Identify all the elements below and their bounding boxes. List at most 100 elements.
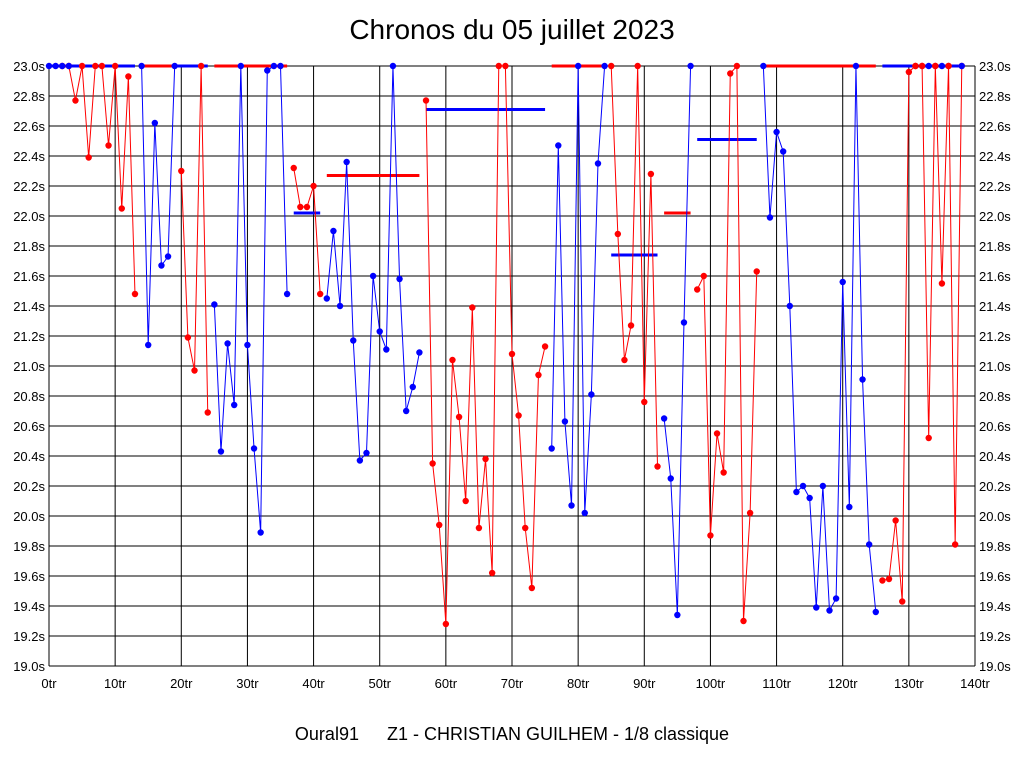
data-point [601, 62, 608, 70]
x-tick-label: 0tr [41, 676, 57, 691]
x-tick-label: 40tr [302, 676, 325, 691]
data-point [740, 617, 747, 625]
data-point [442, 620, 450, 628]
data-point [264, 67, 271, 74]
data-point [634, 62, 641, 70]
top-marker-point [925, 62, 932, 70]
data-point [72, 97, 79, 104]
y-tick-label-right: 22.4s [979, 149, 1011, 164]
data-point [376, 328, 383, 335]
data-point [806, 494, 813, 502]
y-tick-label-right: 19.4s [979, 599, 1011, 614]
series-layer [45, 62, 965, 628]
y-tick-label-right: 20.2s [979, 479, 1011, 494]
series-line [326, 65, 420, 462]
data-point [826, 607, 833, 614]
y-tick-label-left: 19.0s [13, 659, 45, 674]
data-point [535, 371, 542, 379]
data-point [885, 575, 893, 583]
x-tick-label: 10tr [104, 676, 127, 691]
data-point [700, 272, 708, 280]
series-line [663, 65, 692, 616]
x-tick-label: 120tr [828, 676, 858, 691]
data-point [786, 302, 793, 310]
y-tick-label-left: 20.0s [13, 509, 45, 524]
data-point [283, 290, 291, 298]
y-tick-label-right: 22.8s [979, 89, 1011, 104]
data-point [502, 62, 509, 70]
data-point [383, 346, 390, 353]
y-tick-label-right: 20.0s [979, 509, 1011, 524]
y-tick-label-left: 21.0s [13, 359, 45, 374]
data-point [555, 142, 562, 149]
y-tick-label-left: 21.4s [13, 299, 45, 314]
data-point [753, 268, 760, 275]
x-tick-label: 130tr [894, 676, 924, 691]
y-tick-label-right: 21.0s [979, 359, 1011, 374]
data-point [396, 275, 403, 283]
data-point [475, 524, 483, 532]
data-point [819, 482, 827, 490]
data-point [773, 128, 780, 136]
data-point [872, 608, 879, 616]
data-point [330, 227, 337, 235]
data-point [158, 262, 165, 269]
top-marker-point [52, 62, 59, 70]
data-point [416, 349, 423, 356]
data-point [343, 158, 350, 166]
y-tick-label-left: 21.6s [13, 269, 45, 284]
y-tick-label-left: 19.4s [13, 599, 45, 614]
series-line [425, 65, 546, 625]
data-point [627, 322, 635, 329]
chart-footer: Oural91 Z1 - CHRISTIAN GUILHEM - 1/8 clas… [0, 724, 1024, 745]
y-tick-label-right: 19.2s [979, 629, 1011, 644]
top-marker-point [59, 62, 66, 70]
y-tick-label-left: 22.6s [13, 119, 45, 134]
data-point [608, 62, 615, 70]
data-point [436, 521, 443, 529]
pilot-info: Z1 - CHRISTIAN GUILHEM - 1/8 classique [386, 724, 730, 744]
data-point [310, 182, 317, 190]
data-point [899, 598, 906, 605]
data-point [680, 319, 688, 326]
data-point [588, 391, 595, 398]
x-tick-label: 90tr [633, 676, 656, 691]
data-point [766, 214, 774, 221]
data-point [667, 475, 674, 482]
y-tick-label-right: 19.0s [979, 659, 1011, 674]
y-tick-label-right: 21.4s [979, 299, 1011, 314]
x-tick-label: 30tr [236, 676, 259, 691]
data-point [250, 445, 258, 452]
data-point [369, 272, 377, 280]
data-point [660, 415, 668, 422]
data-point [859, 376, 866, 383]
data-point [85, 154, 92, 161]
data-point [323, 295, 330, 302]
data-point [508, 350, 516, 358]
data-point [694, 286, 701, 293]
data-point [409, 383, 416, 391]
top-marker-point [65, 62, 73, 70]
data-point [720, 469, 727, 476]
data-point [449, 356, 456, 364]
data-point [316, 290, 324, 298]
y-tick-label-right: 22.2s [979, 179, 1011, 194]
data-point [488, 569, 496, 577]
y-tick-label-right: 20.6s [979, 419, 1011, 434]
data-point [813, 604, 820, 611]
y-tick-label-left: 21.8s [13, 239, 45, 254]
data-point [125, 73, 132, 80]
data-point [746, 509, 754, 517]
data-point [118, 205, 125, 212]
data-point [197, 62, 205, 70]
data-point [350, 337, 357, 344]
top-marker-point [938, 62, 946, 70]
y-tick-label-right: 22.6s [979, 119, 1011, 134]
data-point [151, 119, 159, 127]
y-tick-label-right: 20.4s [979, 449, 1011, 464]
series-line [696, 64, 758, 622]
y-tick-label-right: 20.8s [979, 389, 1011, 404]
data-point [733, 62, 741, 70]
y-tick-label-right: 23.0s [979, 59, 1011, 74]
y-tick-label-left: 20.2s [13, 479, 45, 494]
